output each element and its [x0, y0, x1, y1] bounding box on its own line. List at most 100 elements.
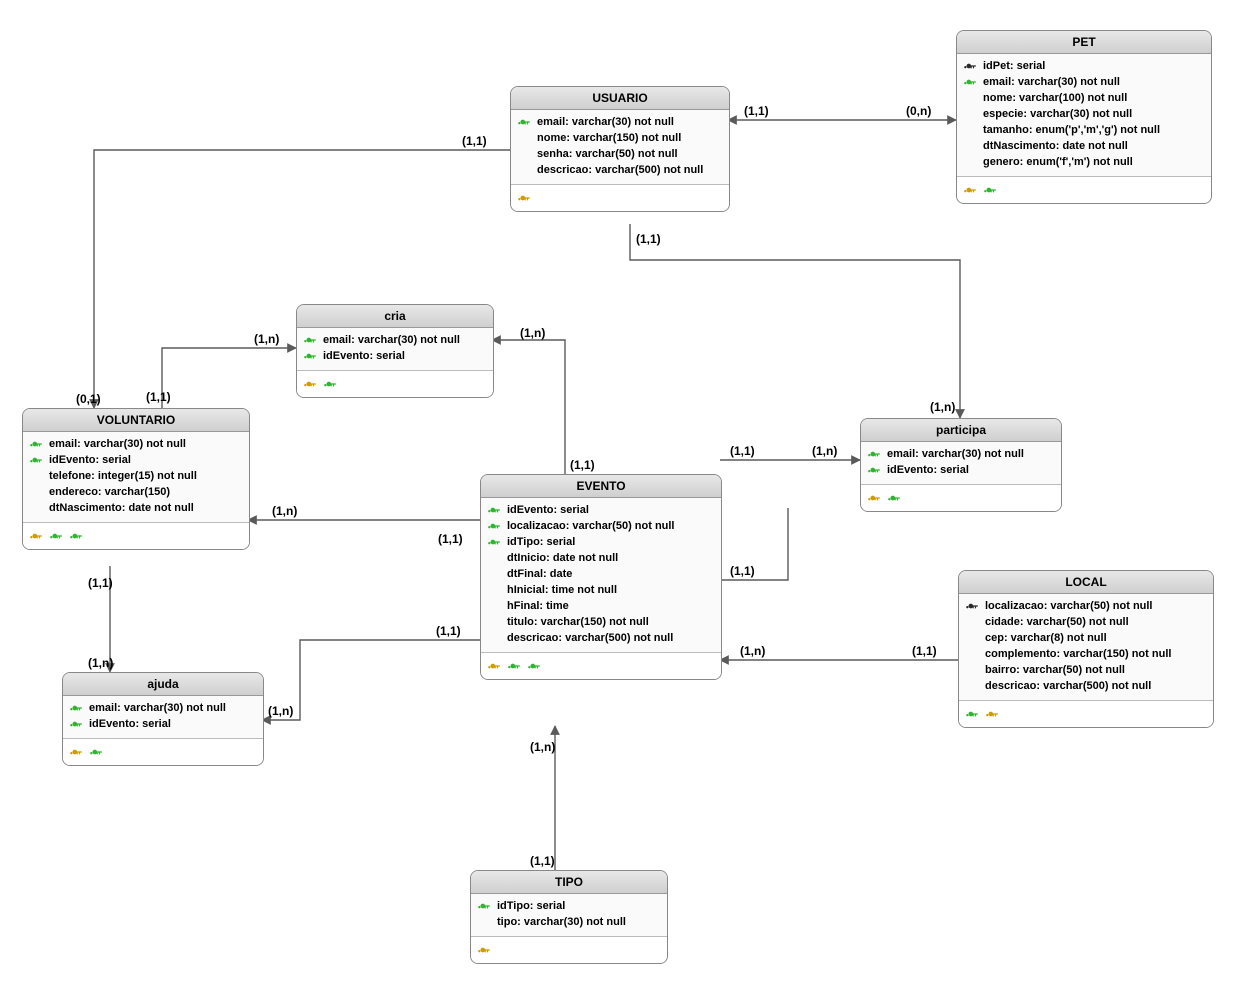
entity-title-text: TIPO	[555, 875, 583, 889]
entity-attr-text: email: varchar(30) not null	[323, 334, 460, 346]
entity-attrs: email: varchar(30) not nullidEvento: ser…	[861, 442, 1061, 485]
spacer-icon	[965, 617, 979, 627]
entity-cria: criaemail: varchar(30) not nullidEvento:…	[296, 304, 494, 398]
spacer-icon	[487, 553, 501, 563]
entity-attr-row: dtNascimento: date not null	[963, 138, 1205, 154]
entity-footer	[861, 485, 1061, 511]
cardinality-label: (1,n)	[272, 504, 297, 518]
spacer-icon	[487, 585, 501, 595]
entity-attr-text: genero: enum('f','m') not null	[983, 156, 1133, 168]
fk-key-icon	[963, 77, 977, 87]
spacer-icon	[29, 487, 43, 497]
spacer-icon	[29, 503, 43, 513]
fk-key-icon	[303, 351, 317, 361]
entity-title-text: participa	[936, 423, 986, 437]
entity-title: VOLUNTARIO	[23, 409, 249, 432]
entity-title-text: ajuda	[147, 677, 178, 691]
gold-key-icon	[867, 493, 881, 503]
entity-attr-row: bairro: varchar(50) not null	[965, 662, 1207, 678]
cardinality-label: (1,n)	[740, 644, 765, 658]
entity-attr-text: email: varchar(30) not null	[983, 76, 1120, 88]
entity-title: cria	[297, 305, 493, 328]
spacer-icon	[963, 141, 977, 151]
pk-key-icon	[965, 601, 979, 611]
cardinality-label: (0,1)	[76, 392, 101, 406]
cardinality-label: (1,1)	[730, 564, 755, 578]
cardinality-label: (1,1)	[912, 644, 937, 658]
entity-usuario: USUARIO email: varchar(30) not null nome: …	[510, 86, 730, 212]
entity-attr-text: idEvento: serial	[89, 718, 171, 730]
cardinality-label: (1,1)	[146, 390, 171, 404]
entity-attrs: localizacao: varchar(50) not nullcidade:…	[959, 594, 1213, 701]
entity-attr-text: email: varchar(30) not null	[89, 702, 226, 714]
fk-key-icon	[965, 709, 979, 719]
entity-attr-row: localizacao: varchar(50) not null	[487, 518, 715, 534]
spacer-icon	[965, 665, 979, 675]
entity-attrs: email: varchar(30) not null idEvento: ser…	[63, 696, 263, 739]
entity-local: LOCALlocalizacao: varchar(50) not nullci…	[958, 570, 1214, 728]
entity-attr-row: endereco: varchar(150)	[29, 484, 243, 500]
spacer-icon	[517, 133, 531, 143]
fk-key-icon	[29, 439, 43, 449]
entity-footer	[957, 177, 1211, 203]
entity-attr-row: tipo: varchar(30) not null	[477, 914, 661, 930]
entity-attr-row: email: varchar(30) not null	[303, 332, 487, 348]
gold-key-icon	[985, 709, 999, 719]
entity-attr-row: email: varchar(30) not null	[29, 436, 243, 452]
entity-footer	[481, 653, 721, 679]
fk-key-icon	[303, 335, 317, 345]
entity-attr-text: complemento: varchar(150) not null	[985, 648, 1171, 660]
cardinality-label: (1,1)	[462, 134, 487, 148]
entity-attr-row: genero: enum('f','m') not null	[963, 154, 1205, 170]
spacer-icon	[487, 569, 501, 579]
entity-attr-text: localizacao: varchar(50) not null	[985, 600, 1153, 612]
entity-attr-row: email: varchar(30) not null	[963, 74, 1205, 90]
entity-evento: EVENTO idEvento: seriallocalizacao: varch…	[480, 474, 722, 680]
entity-attr-text: dtFinal: date	[507, 568, 572, 580]
entity-title: EVENTO	[481, 475, 721, 498]
cardinality-label: (1,1)	[88, 576, 113, 590]
cardinality-label: (1,1)	[438, 532, 463, 546]
entity-attr-row: hFinal: time	[487, 598, 715, 614]
cardinality-label: (1,n)	[812, 444, 837, 458]
entity-attr-row: email: varchar(30) not null	[69, 700, 257, 716]
entity-attrs: idTipo: serialtipo: varchar(30) not null	[471, 894, 667, 937]
entity-attr-text: email: varchar(30) not null	[49, 438, 186, 450]
entity-attr-row: idTipo: serial	[487, 534, 715, 550]
entity-attr-row: descricao: varchar(500) not null	[965, 678, 1207, 694]
fk-key-icon	[487, 521, 501, 531]
entity-attr-text: hInicial: time not null	[507, 584, 617, 596]
entity-attr-row: email: varchar(30) not null	[517, 114, 723, 130]
entity-attr-text: idPet: serial	[983, 60, 1045, 72]
entity-attr-row: telefone: integer(15) not null	[29, 468, 243, 484]
spacer-icon	[965, 633, 979, 643]
cardinality-label: (1,n)	[930, 400, 955, 414]
spacer-icon	[963, 125, 977, 135]
entity-attr-text: email: varchar(30) not null	[537, 116, 674, 128]
cardinality-label: (1,n)	[268, 704, 293, 718]
fk-key-icon	[487, 505, 501, 515]
entity-footer	[297, 371, 493, 397]
entity-attr-row: tamanho: enum('p','m','g') not null	[963, 122, 1205, 138]
entity-attr-text: endereco: varchar(150)	[49, 486, 170, 498]
edge-evento-ajuda	[262, 640, 480, 720]
edge-evento-cria	[492, 340, 565, 474]
entity-attr-row: idEvento: serial	[867, 462, 1055, 478]
entity-attr-row: descricao: varchar(500) not null	[487, 630, 715, 646]
entity-title: PET	[957, 31, 1211, 54]
entity-attr-row: idEvento: serial	[487, 502, 715, 518]
entity-attr-text: telefone: integer(15) not null	[49, 470, 197, 482]
entity-title-text: cria	[384, 309, 405, 323]
entity-attr-text: dtNascimento: date not null	[983, 140, 1128, 152]
cardinality-label: (0,n)	[906, 104, 931, 118]
entity-attr-text: nome: varchar(150) not null	[537, 132, 681, 144]
spacer-icon	[965, 681, 979, 691]
entity-attr-text: dtNascimento: date not null	[49, 502, 194, 514]
cardinality-label: (1,n)	[254, 332, 279, 346]
entity-attr-text: especie: varchar(30) not null	[983, 108, 1132, 120]
fk-key-icon	[69, 719, 83, 729]
entity-attr-text: bairro: varchar(50) not null	[985, 664, 1125, 676]
fk-key-icon	[477, 901, 491, 911]
entity-title: USUARIO	[511, 87, 729, 110]
gold-key-icon	[487, 661, 501, 671]
